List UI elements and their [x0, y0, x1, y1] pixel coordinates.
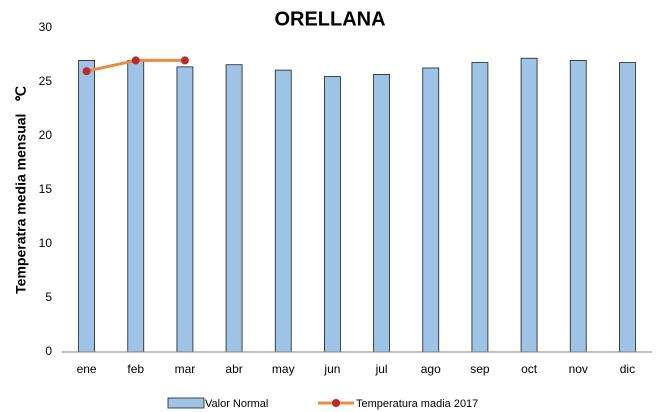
line-marker: [180, 56, 189, 65]
x-tick-label: ago: [421, 362, 441, 376]
y-tick-label: 15: [39, 182, 53, 196]
line-marker: [131, 56, 140, 65]
x-tick-label: dic: [620, 362, 635, 376]
bar: [520, 57, 538, 353]
legend-label: Valor Normal: [205, 398, 268, 410]
x-tick-label: nov: [569, 362, 588, 376]
y-axis-label: Temperatra media mensual ℃: [13, 86, 29, 294]
x-tick-label: abr: [225, 362, 242, 376]
x-tick-label: may: [272, 362, 295, 376]
legend-swatch: [167, 397, 205, 409]
line-marker: [82, 67, 91, 76]
bar: [176, 66, 194, 353]
y-tick-label: 30: [39, 20, 53, 34]
y-tick-label: 10: [39, 236, 53, 250]
y-tick-label: 5: [45, 290, 52, 304]
x-tick-label: jun: [323, 362, 340, 376]
x-tick-label: ene: [77, 362, 97, 376]
chart-title: ORELLANA: [274, 8, 385, 30]
bar: [569, 60, 587, 353]
legend-label: Temperatura madia 2017: [356, 398, 478, 410]
bar: [619, 62, 636, 353]
y-tick-label: 20: [39, 128, 53, 142]
legend-marker: [332, 399, 340, 407]
bar: [78, 60, 95, 353]
bar: [225, 64, 243, 353]
y-tick-label: 25: [39, 74, 53, 88]
bar: [422, 67, 440, 353]
x-tick-label: oct: [521, 362, 538, 376]
x-tick-label: feb: [127, 362, 144, 376]
bar: [274, 69, 292, 353]
x-tick-label: sep: [470, 362, 490, 376]
bar: [127, 60, 145, 353]
bar: [471, 62, 489, 353]
x-tick-label: jul: [375, 362, 388, 376]
bar: [373, 74, 390, 353]
x-tick-label: mar: [175, 362, 196, 376]
y-tick-label: 0: [45, 344, 52, 358]
bar: [324, 76, 341, 353]
